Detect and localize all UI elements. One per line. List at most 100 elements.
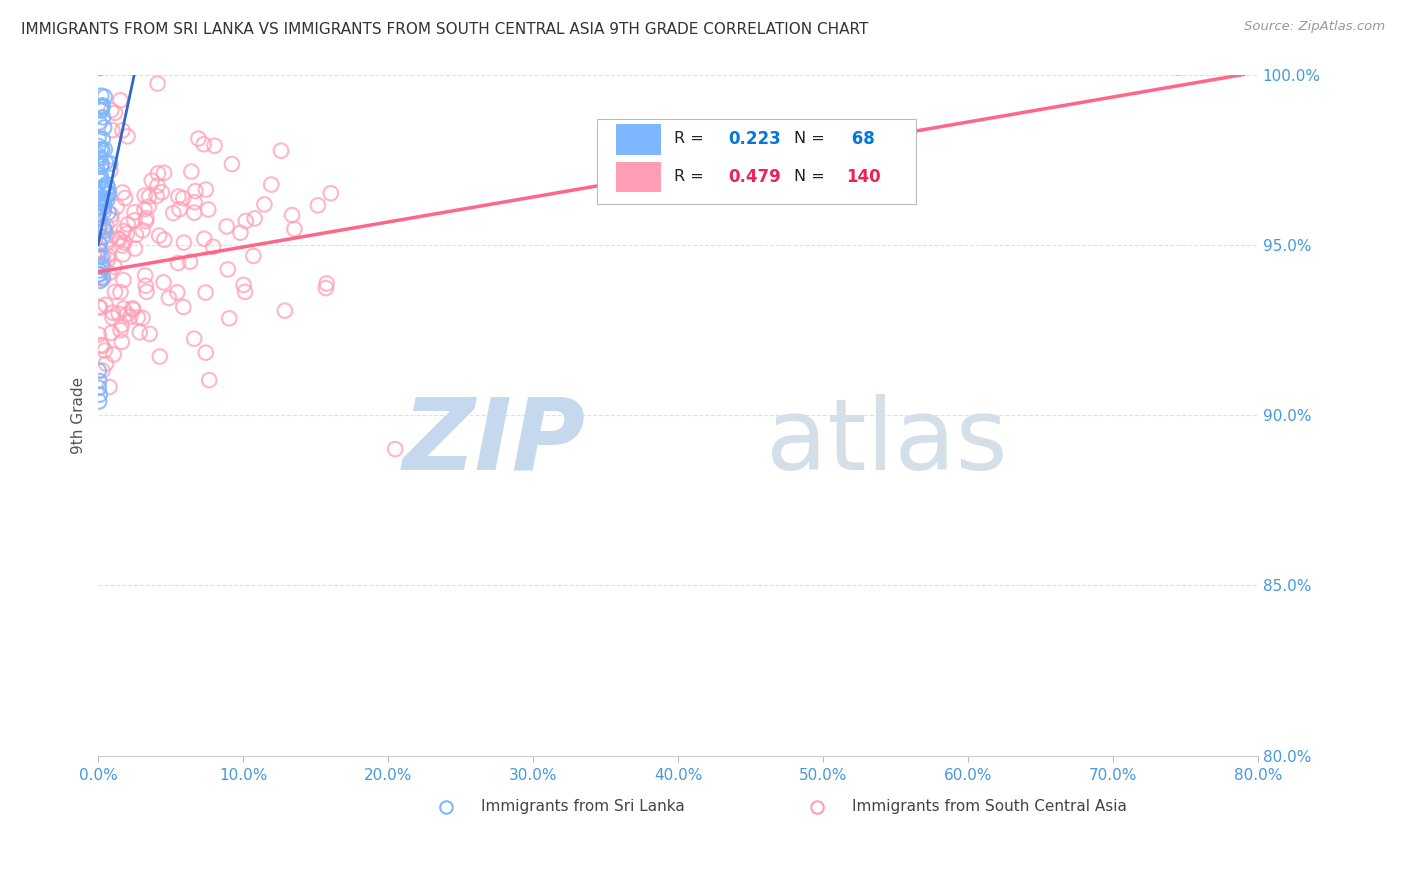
Point	[193, 232, 215, 246]
Point	[89, 374, 111, 388]
Point	[91, 143, 114, 157]
Point	[89, 236, 111, 251]
Point	[146, 166, 169, 180]
Point	[87, 250, 110, 264]
Point	[242, 249, 264, 263]
Point	[91, 363, 114, 377]
Point	[315, 277, 337, 291]
Point	[89, 115, 111, 129]
Point	[90, 170, 112, 185]
Point	[101, 305, 124, 319]
Point	[89, 194, 111, 208]
Point	[90, 88, 112, 103]
Point	[202, 240, 225, 254]
Point	[91, 132, 114, 146]
Point	[103, 347, 125, 361]
Point	[217, 262, 239, 277]
Point	[87, 186, 110, 201]
Point	[89, 219, 111, 234]
Point	[112, 273, 135, 287]
Point	[96, 187, 118, 202]
Point	[111, 238, 134, 252]
Point	[135, 211, 157, 226]
Point	[134, 268, 156, 283]
Point	[93, 89, 115, 103]
Point	[87, 152, 110, 166]
Point	[97, 252, 120, 267]
Point	[94, 357, 117, 371]
Point	[98, 156, 121, 170]
Point	[98, 232, 121, 246]
Point	[107, 307, 129, 321]
Point	[90, 271, 112, 285]
Point	[127, 310, 149, 325]
Point	[89, 151, 111, 165]
Point	[89, 387, 111, 401]
Text: Immigrants from South Central Asia: Immigrants from South Central Asia	[852, 799, 1126, 814]
Point	[97, 192, 120, 206]
Text: N =: N =	[794, 169, 830, 184]
Point	[187, 131, 209, 145]
Point	[96, 229, 118, 244]
Point	[111, 186, 134, 200]
Point	[148, 228, 170, 243]
Point	[117, 217, 139, 231]
Point	[153, 166, 176, 180]
Point	[89, 200, 111, 214]
Point	[94, 224, 117, 238]
Point	[229, 226, 252, 240]
Point	[98, 186, 121, 201]
Point	[89, 301, 111, 315]
Point	[97, 180, 120, 194]
Point	[111, 334, 134, 349]
Point	[283, 222, 305, 236]
Text: Source: ZipAtlas.com: Source: ZipAtlas.com	[1244, 20, 1385, 33]
Point	[281, 208, 304, 222]
Point	[90, 157, 112, 171]
Point	[172, 300, 194, 314]
Point	[89, 195, 111, 210]
Point	[110, 323, 132, 337]
Y-axis label: 9th Grade: 9th Grade	[72, 376, 86, 454]
Point	[91, 259, 114, 273]
Point	[179, 254, 201, 268]
Point	[384, 442, 406, 456]
Point	[91, 110, 114, 124]
Point	[91, 191, 114, 205]
Point	[169, 202, 191, 217]
Point	[124, 242, 146, 256]
Point	[135, 278, 157, 293]
Point	[91, 98, 114, 112]
Point	[93, 120, 115, 135]
Point	[90, 338, 112, 352]
Text: 0.223: 0.223	[728, 130, 780, 148]
Point	[167, 189, 190, 203]
Text: R =: R =	[675, 131, 710, 146]
Point	[93, 204, 115, 219]
Point	[89, 244, 111, 258]
Point	[91, 100, 114, 114]
Point	[145, 189, 167, 203]
Point	[122, 302, 145, 317]
Point	[218, 311, 240, 326]
Point	[100, 103, 122, 118]
Text: atlas: atlas	[766, 393, 1008, 491]
Point	[146, 77, 169, 91]
FancyBboxPatch shape	[596, 119, 915, 204]
Point	[97, 248, 120, 262]
Text: Immigrants from Sri Lanka: Immigrants from Sri Lanka	[481, 799, 685, 814]
Point	[253, 197, 276, 211]
Point	[105, 200, 128, 214]
Point	[124, 213, 146, 227]
Point	[198, 373, 221, 387]
Point	[233, 285, 256, 299]
Point	[87, 139, 110, 153]
Point	[89, 274, 111, 288]
Point	[103, 260, 125, 274]
Point	[125, 227, 148, 242]
Point	[232, 277, 254, 292]
Point	[87, 300, 110, 314]
Point	[91, 256, 114, 270]
Point	[87, 207, 110, 221]
Point	[270, 144, 292, 158]
